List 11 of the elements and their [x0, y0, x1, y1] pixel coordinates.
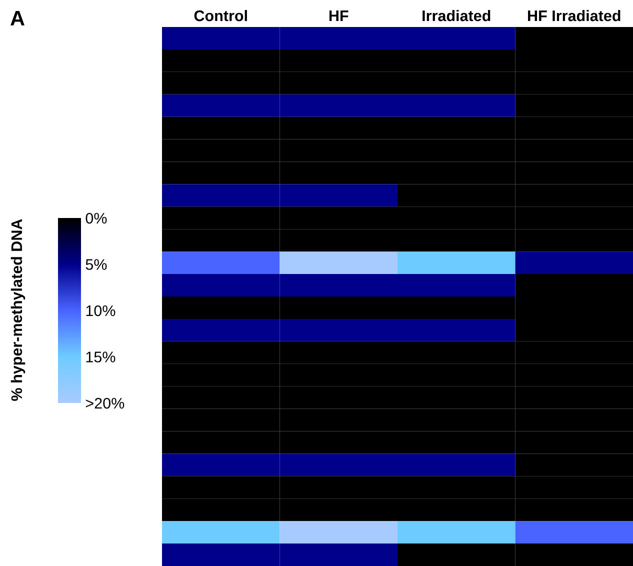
- text: A: [10, 11, 24, 26]
- x-tick-label: HF Irradiated: [528, 10, 620, 22]
- color-bar-label: >20%: [86, 398, 124, 409]
- color-bar-title: % hyper-methylated DNA: [10, 219, 26, 401]
- color-bar-label: 15%: [86, 352, 116, 362]
- x-tick-label: Irradiated: [422, 10, 490, 22]
- color-bar-label: 10%: [86, 305, 116, 316]
- color-bar-label: 5%: [86, 259, 107, 270]
- x-tick-label: HF: [329, 10, 348, 22]
- x-tick-label: Control: [194, 10, 247, 22]
- color-bar-label: 0%: [86, 212, 107, 224]
